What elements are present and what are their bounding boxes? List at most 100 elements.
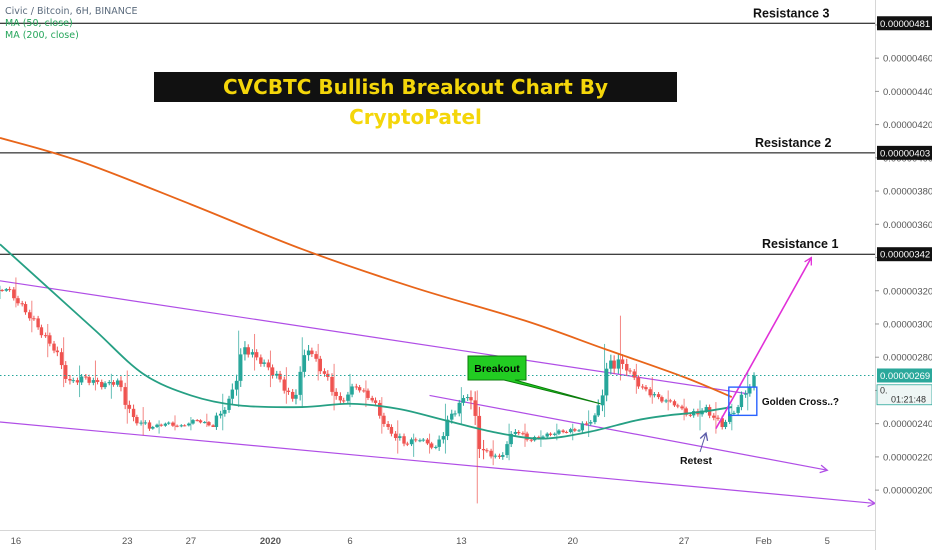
candle-body [402,436,406,444]
candle-body [596,405,600,416]
x-tick-label: 16 [11,536,22,547]
candle-body [91,380,96,383]
candle-body [728,413,732,422]
candle-body [473,400,477,416]
candle-body [429,443,434,448]
x-tick-label: 5 [825,536,830,547]
last-price-tag-text: 0.00000269 [880,371,930,382]
candle-body [131,408,136,418]
retest-arrowhead [699,431,709,441]
x-tick-label: 27 [679,536,690,547]
candle-body [584,423,589,425]
candle-body [577,430,581,432]
candle-body [414,439,418,441]
candle-body [294,394,298,399]
candle-body [589,422,593,424]
candle-body [748,387,752,394]
candle-body [425,439,430,444]
candle-body [354,386,358,388]
candle-body [239,354,243,381]
resistance-price-tag-text: 0.00000342 [880,250,930,261]
candle-body [39,327,44,336]
candle-body [310,350,314,355]
candle-body [680,406,684,409]
candle-body [254,352,259,358]
candle-body [497,455,502,457]
chart-legend: Civic / Bitcoin, 6H, BINANCE MA (50, clo… [5,6,138,42]
candle-body [732,412,736,414]
resistance-price-tag [877,16,932,31]
candle-body [600,395,605,406]
candle-body [548,433,553,435]
candle-body [171,422,175,426]
y-tick-label: 0.00000200 [883,486,932,497]
candle-body [36,318,40,328]
resistance-label: Resistance 3 [753,6,829,20]
candle-body [155,424,159,427]
candle-body [656,394,661,398]
candle-body [684,408,688,415]
candle-body [409,439,414,445]
candle-body [357,387,362,391]
candle-body [20,303,24,305]
candle-body [485,450,489,452]
candle-body [322,371,327,374]
price-axis-bg [875,0,932,550]
resistance-price-tag [877,247,932,262]
candle-body [437,439,441,447]
candle-body [266,362,271,368]
candle-body [612,360,616,369]
candle-body [564,431,569,433]
candle-body [306,350,311,356]
resistance-label: Resistance 1 [762,237,838,251]
chart-title-banner: CVCBTC Bullish Breakout Chart By CryptoP… [154,72,677,129]
candle-body [712,415,716,418]
candle-body [373,400,378,403]
ma50-line [0,243,732,440]
candle-body [278,373,282,380]
candle-body [23,304,28,313]
candle-body [334,391,338,397]
candle-body [636,377,641,387]
channel-arrowhead [819,464,829,474]
candle-body [59,352,64,366]
candle-body [568,429,573,433]
x-tick-label: 23 [122,536,133,547]
y-tick-label: 0.00000220 [883,452,932,463]
candle-body [366,390,370,398]
price-tags: 0.00000342 0.00000403 0.00000481 0.00000269… [876,16,932,406]
candle-body [7,289,12,291]
candle-body [723,421,728,427]
candle-body [393,433,398,439]
candle-body [246,347,250,355]
candle-body [211,425,215,427]
x-tick-label: 20 [567,536,578,547]
candle-body [282,379,286,391]
candle-body [541,436,545,439]
candle-body [457,402,461,414]
resistance-label: Resistance 2 [755,136,831,150]
resistance-price-tag [877,145,932,160]
last-price-tag [877,368,932,383]
candle-body [561,430,565,432]
candle-body [493,455,497,457]
candle-body [640,386,645,388]
candle-body [4,289,8,291]
candle-body [12,289,16,299]
candle-body [644,387,648,390]
candle-body [107,382,111,384]
candle-body [250,352,255,355]
candle-body [525,433,529,440]
candle-body [151,426,155,429]
candle-body [87,377,91,383]
candle-body [179,425,183,427]
candle-body [95,380,100,382]
candle-body [450,413,454,420]
candle-body [195,420,199,422]
projection-arrowhead [804,256,813,266]
candle-body [389,426,394,434]
candle-body [573,429,577,431]
candle-body [398,436,402,439]
candle-body [0,290,4,292]
